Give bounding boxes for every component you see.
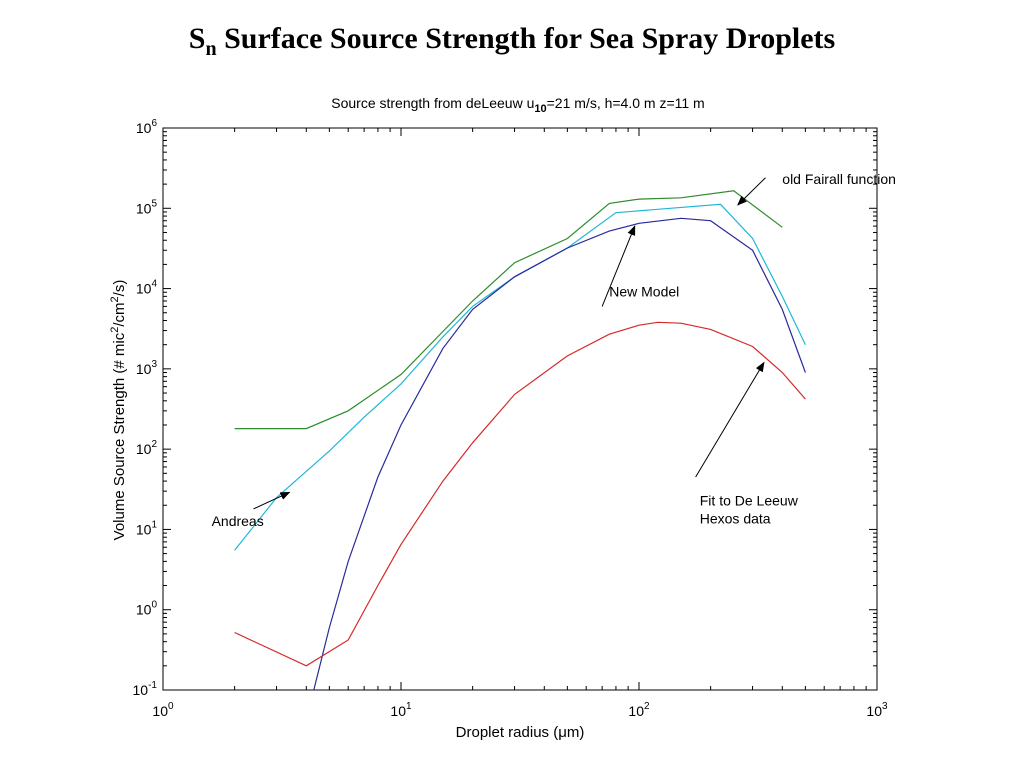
- annotation-arrow: [695, 361, 765, 478]
- annotation-label: New Model: [609, 283, 679, 299]
- series-line-fit-de-leeuw: [234, 321, 806, 667]
- series-line-new-model: [313, 217, 806, 690]
- y-tick-label: 106: [136, 118, 158, 136]
- x-tick-label: 100: [152, 701, 174, 719]
- annotation-arrow: [601, 225, 636, 307]
- annotation-fit-de-leeuw: Fit to De Leeuw Hexos data: [695, 361, 799, 526]
- annotation-old-fairall: old Fairall function: [737, 171, 896, 206]
- chart-title: Source strength from deLeeuw u10=21 m/s,…: [331, 95, 704, 115]
- y-tick-label: 101: [136, 519, 158, 537]
- y-tick-label: 104: [136, 279, 158, 297]
- plot-area-frame: [162, 127, 878, 691]
- annotation-label: Fit to De Leeuw Hexos data: [700, 492, 799, 526]
- y-tick-label: 100: [136, 600, 158, 618]
- slide-title: Sn Surface Source Strength for Sea Spray…: [188, 22, 836, 60]
- annotation-label: old Fairall function: [782, 171, 896, 187]
- x-axis-label: Droplet radius (μm): [456, 724, 585, 741]
- series-line-old-fairall: [234, 190, 783, 430]
- y-axis-label: Volume Source Strength (# mic2/cm2/s): [109, 280, 128, 541]
- series-lines: [234, 190, 806, 690]
- annotation-arrow: [737, 177, 766, 206]
- x-tick-label: 103: [866, 701, 888, 719]
- y-tick-label: 103: [136, 359, 158, 377]
- axis-tick-labels: 100 101 102 103 10-1 100 101 102 103 104 105 106: [133, 118, 888, 719]
- y-tick-label: 10-1: [133, 680, 158, 698]
- chart-annotations: old Fairall function New Model Andreas Fit …: [212, 171, 896, 529]
- x-tick-label: 102: [628, 701, 650, 719]
- axis-ticks: [162, 127, 878, 691]
- annotation-andreas: Andreas: [212, 491, 291, 529]
- annotation-new-model: New Model: [601, 225, 679, 307]
- annotation-label: Andreas: [212, 513, 264, 529]
- y-tick-label: 105: [136, 198, 158, 216]
- x-tick-label: 101: [390, 701, 412, 719]
- annotation-arrow: [253, 491, 291, 510]
- y-tick-label: 102: [136, 439, 158, 457]
